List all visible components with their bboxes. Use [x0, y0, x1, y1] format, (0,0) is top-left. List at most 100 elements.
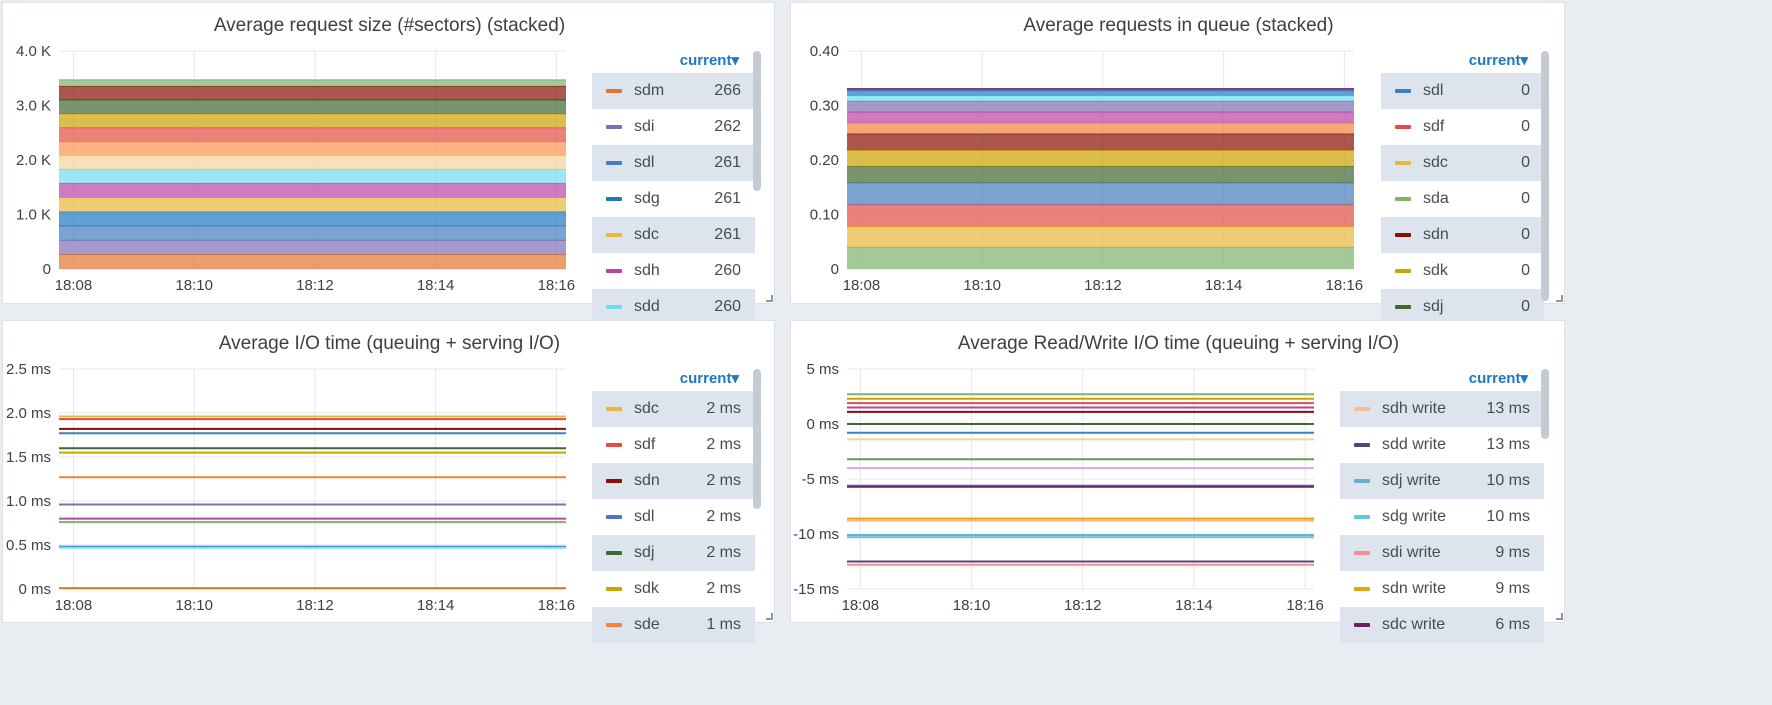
- legend-item[interactable]: sdk 0: [1381, 253, 1544, 289]
- area-band: [847, 122, 1354, 134]
- legend-item[interactable]: sdl 0: [1381, 73, 1544, 109]
- legend-item[interactable]: sdg write 10 ms: [1340, 499, 1544, 535]
- legend-item[interactable]: sdc 261: [592, 217, 755, 253]
- resize-handle[interactable]: [766, 613, 773, 620]
- legend-item[interactable]: sdn 2 ms: [592, 463, 755, 499]
- area-band: [847, 88, 1354, 91]
- legend-current-value: 2 ms: [706, 508, 741, 525]
- legend-scrollbar[interactable]: [753, 369, 761, 509]
- legend-current-value: 261: [714, 190, 741, 207]
- legend-item[interactable]: sdn 0: [1381, 217, 1544, 253]
- legend-current-value: 10 ms: [1486, 472, 1530, 489]
- area-band: [59, 155, 566, 170]
- series-swatch: [606, 269, 622, 273]
- legend-series-name: sdi: [634, 118, 655, 135]
- legend-scrollbar[interactable]: [753, 51, 761, 191]
- area-band: [847, 182, 1354, 205]
- legend-item[interactable]: sdg 261: [592, 181, 755, 217]
- legend-item[interactable]: sdl 2 ms: [592, 499, 755, 535]
- legend-series-name: sde: [634, 616, 660, 633]
- legend-series-name: sdm: [634, 82, 665, 99]
- legend-series-name: sdn: [634, 472, 660, 489]
- legend-scrollbar[interactable]: [1541, 369, 1549, 439]
- legend-item[interactable]: sdc 0: [1381, 145, 1544, 181]
- area-band: [847, 150, 1354, 167]
- legend-current-value: 2 ms: [706, 436, 741, 453]
- chart-plot: 0 1.0 K 2.0 K 3.0 K 4.0 K 18:08 18:10 18:12 18:1…: [16, 43, 575, 294]
- y-tick-label: 0.5 ms: [6, 537, 51, 554]
- y-tick-label: 1.0 ms: [6, 493, 51, 510]
- legend-item[interactable]: sdh write 13 ms: [1340, 391, 1544, 427]
- legend-current-value: 0: [1521, 226, 1530, 243]
- series-swatch: [1395, 233, 1411, 237]
- legend-sort-current[interactable]: current▾: [679, 370, 739, 387]
- area-band: [59, 211, 566, 226]
- area-band: [59, 113, 566, 128]
- y-tick-label: 0.30: [810, 98, 839, 115]
- legend-item[interactable]: sdj 0: [1381, 289, 1544, 325]
- legend-sort-current[interactable]: current▾: [1468, 52, 1528, 69]
- legend-sort-current[interactable]: current▾: [679, 52, 739, 69]
- legend-item[interactable]: sdc 2 ms: [592, 391, 755, 427]
- y-tick-label: 1.5 ms: [6, 449, 51, 466]
- area-band: [847, 226, 1354, 248]
- series-swatch: [606, 233, 622, 237]
- resize-handle[interactable]: [1556, 613, 1563, 620]
- y-tick-label: 0: [831, 261, 839, 278]
- resize-handle[interactable]: [766, 295, 773, 302]
- legend-item[interactable]: sdn write 9 ms: [1340, 571, 1544, 607]
- legend-series-name: sdj: [1423, 298, 1444, 315]
- legend-current-value: 260: [714, 262, 741, 279]
- legend-item[interactable]: sdm 266: [592, 73, 755, 109]
- legend-current-value: 261: [714, 154, 741, 171]
- y-tick-label: 3.0 K: [16, 98, 51, 115]
- legend-current-value: 0: [1521, 190, 1530, 207]
- resize-handle[interactable]: [1556, 295, 1563, 302]
- legend-item[interactable]: sda 0: [1381, 181, 1544, 217]
- legend-series-name: sdj write: [1382, 472, 1441, 489]
- x-tick-label: 18:16: [1326, 277, 1364, 294]
- legend: current▾ sdh write 13 ms sdd write 13 ms sdj …: [1340, 369, 1544, 643]
- x-tick-label: 18:08: [843, 277, 881, 294]
- legend-item[interactable]: sdi write 9 ms: [1340, 535, 1544, 571]
- area-band: [847, 247, 1354, 269]
- y-tick-label: 0 ms: [806, 416, 839, 433]
- legend-item[interactable]: sdc write 6 ms: [1340, 607, 1544, 643]
- x-tick-label: 18:12: [1084, 277, 1122, 294]
- y-tick-label: 0 ms: [18, 581, 51, 598]
- legend-item[interactable]: sdd write 13 ms: [1340, 427, 1544, 463]
- x-tick-label: 18:12: [296, 597, 334, 614]
- panel-io-time: Average I/O time (queuing + serving I/O)…: [2, 320, 775, 643]
- area-band: [847, 95, 1354, 102]
- legend-current-value: 10 ms: [1486, 508, 1530, 525]
- series-swatch: [606, 479, 622, 483]
- series-swatch: [606, 125, 622, 129]
- legend-item[interactable]: sdd 260: [592, 289, 755, 325]
- legend: current▾ sdm 266 sdi 262 sdl 261 sdg 261 sdc 261 sd…: [592, 51, 755, 325]
- legend-item[interactable]: sdj 2 ms: [592, 535, 755, 571]
- legend-current-value: 13 ms: [1486, 436, 1530, 453]
- y-tick-label: 5 ms: [806, 361, 839, 378]
- legend-item[interactable]: sdf 2 ms: [592, 427, 755, 463]
- legend-item[interactable]: sdh 260: [592, 253, 755, 289]
- legend-scrollbar[interactable]: [1541, 51, 1549, 301]
- legend-item[interactable]: sdl 261: [592, 145, 755, 181]
- legend-item[interactable]: sdi 262: [592, 109, 755, 145]
- legend-series-name: sdn: [1423, 226, 1449, 243]
- x-tick-label: 18:14: [417, 277, 455, 294]
- series-swatch: [606, 587, 622, 591]
- legend-sort-current[interactable]: current▾: [1468, 370, 1528, 387]
- legend-item[interactable]: sdk 2 ms: [592, 571, 755, 607]
- legend-item[interactable]: sde 1 ms: [592, 607, 755, 643]
- legend-series-name: sdc write: [1382, 616, 1446, 633]
- legend-item[interactable]: sdf 0: [1381, 109, 1544, 145]
- y-tick-label: 2.5 ms: [6, 361, 51, 378]
- legend-series-name: sdc: [634, 400, 659, 417]
- legend-current-value: 0: [1521, 82, 1530, 99]
- x-tick-label: 18:10: [953, 597, 991, 614]
- legend-current-value: 2 ms: [706, 472, 741, 489]
- legend-item[interactable]: sdj write 10 ms: [1340, 463, 1544, 499]
- legend-current-value: 266: [714, 82, 741, 99]
- legend-series-name: sdg write: [1382, 508, 1447, 525]
- x-tick-label: 18:14: [417, 597, 455, 614]
